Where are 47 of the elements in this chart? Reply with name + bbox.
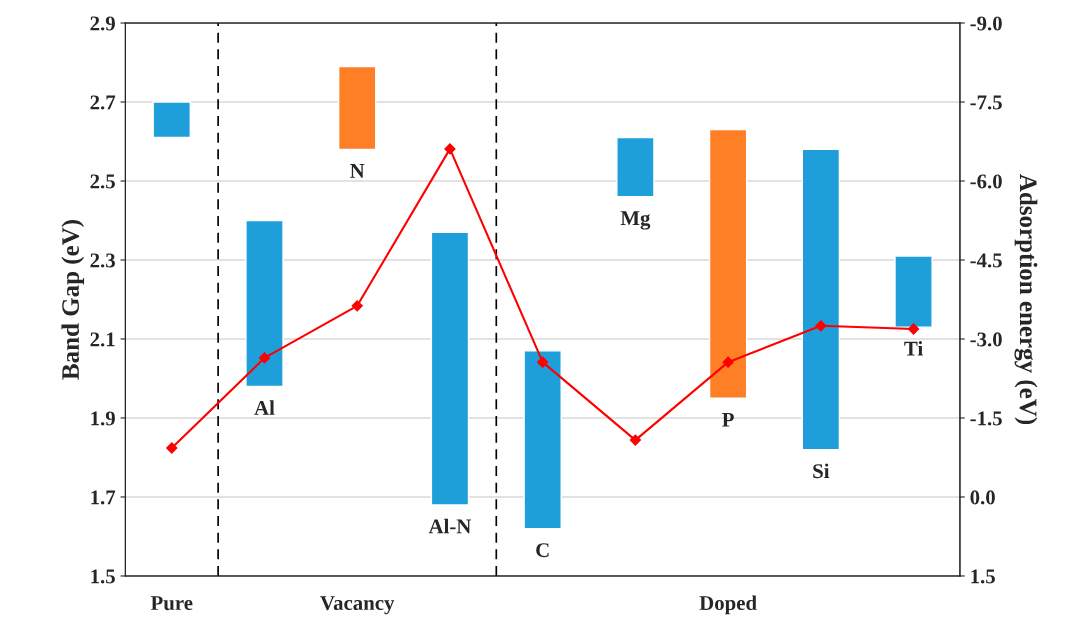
y-axis-title: Band Gap (eV) — [61, 220, 85, 380]
y2-axis-title: Adsorption energy (eV) — [1014, 174, 1038, 425]
text: Pure — [150, 596, 193, 611]
point — [258, 352, 271, 364]
y2-tick-label: -9.0 — [970, 16, 1002, 31]
x-tick-label: Ti — [904, 341, 923, 356]
y-tick-label: 1.9 — [91, 411, 115, 426]
point — [907, 323, 920, 335]
y2-tick-label: -6.0 — [970, 174, 1002, 189]
point — [351, 300, 363, 312]
y-tick-label: 2.7 — [90, 95, 116, 110]
x-tick-label: Al — [254, 400, 275, 415]
y2-tick-label: -4.5 — [970, 253, 1002, 268]
point — [629, 434, 641, 446]
bar — [152, 101, 191, 139]
point — [722, 356, 734, 368]
bar — [430, 231, 470, 506]
x-tick-label: Si — [813, 463, 830, 479]
text: Vacancy — [320, 596, 395, 615]
bar — [337, 65, 377, 151]
y2-tick-label: -3.0 — [970, 332, 1002, 347]
point — [444, 143, 456, 155]
y-tick-label: 2.1 — [90, 332, 115, 347]
point — [815, 320, 827, 332]
y2-tick-label: 0.0 — [970, 490, 995, 505]
x-tick-label: P — [722, 412, 734, 427]
bar — [245, 219, 284, 388]
y-tick-label: 2.9 — [90, 16, 115, 31]
bar — [708, 128, 748, 399]
y2-tick-label: 1.5 — [971, 569, 995, 584]
point — [166, 442, 178, 454]
bar — [616, 136, 655, 198]
bar — [801, 148, 841, 451]
y-tick-label: 2.5 — [90, 174, 115, 189]
y2-tick-label: -7.5 — [970, 95, 1002, 110]
y-tick-label: 1.7 — [91, 490, 116, 505]
text: Doped — [699, 595, 757, 615]
x-tick-label: C — [536, 543, 549, 558]
y-tick-label: 2.3 — [90, 253, 115, 268]
bar — [894, 255, 933, 328]
x-tick-label: Al-N — [428, 518, 472, 534]
x-tick-label: N — [350, 164, 365, 178]
x-tick-label: Mg — [620, 211, 651, 230]
y-tick-label: 1.5 — [91, 569, 115, 584]
point — [537, 356, 549, 368]
bar — [523, 350, 562, 530]
y2-tick-label: -1.5 — [970, 411, 1002, 426]
